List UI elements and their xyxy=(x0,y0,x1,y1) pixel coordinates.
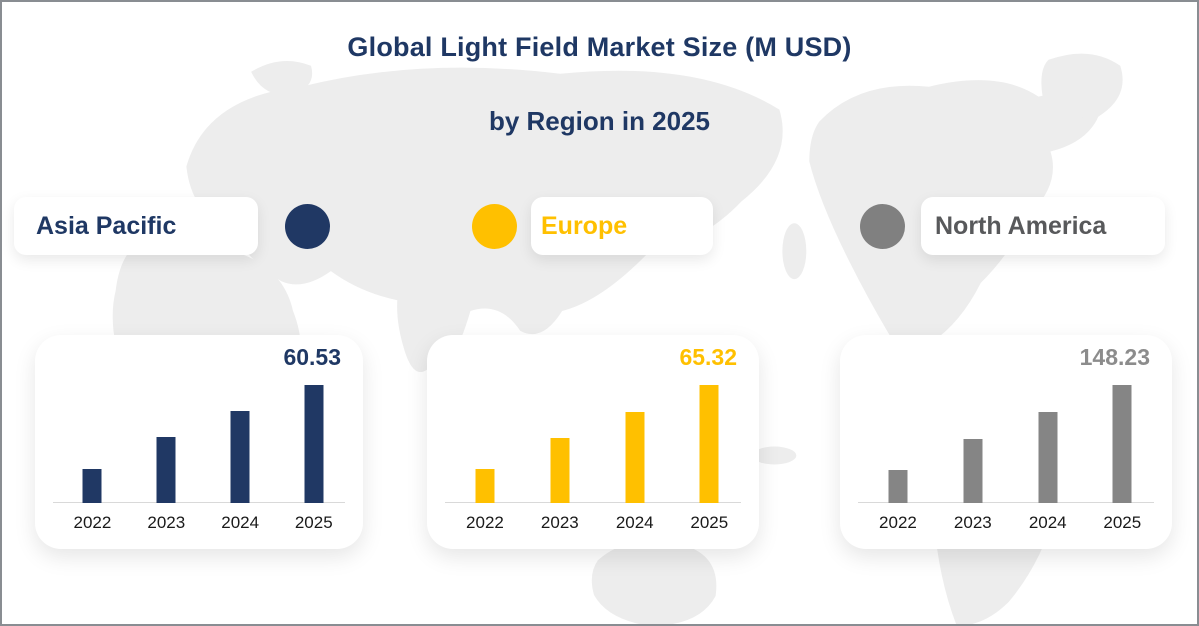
bar-2025 xyxy=(699,385,719,503)
bar-2023 xyxy=(156,437,176,503)
legend-dot-asia-pacific xyxy=(285,204,330,249)
bar-2025 xyxy=(304,385,324,503)
x-tick-2025: 2025 xyxy=(1103,513,1142,532)
legend-label-europe: Europe xyxy=(541,211,628,240)
bar-2022 xyxy=(888,470,908,503)
x-tick-2025: 2025 xyxy=(690,513,729,532)
x-tick-2022: 2022 xyxy=(73,513,112,532)
x-tick-2023: 2023 xyxy=(953,513,992,532)
legend-card-north-america: North America xyxy=(921,197,1165,255)
x-tick-2025: 2025 xyxy=(294,513,333,532)
value-label-europe-2025: 65.32 xyxy=(679,344,737,370)
legend-dot-europe xyxy=(472,204,517,249)
value-label-north-america-2025: 148.23 xyxy=(1079,344,1150,370)
x-tick-2022: 2022 xyxy=(466,513,504,532)
bar-2024 xyxy=(230,411,250,503)
x-tick-2024: 2024 xyxy=(1028,513,1067,532)
chart-card-north-america: 148.23 2022 2023 2024 2025 xyxy=(840,335,1172,549)
x-tick-2023: 2023 xyxy=(540,513,579,532)
chart-title-line2: by Region in 2025 xyxy=(488,106,711,136)
bar-2022 xyxy=(475,469,495,503)
x-tick-2022: 2022 xyxy=(879,513,917,532)
bar-2023 xyxy=(963,439,983,503)
value-label-asia-pacific-2025: 60.53 xyxy=(283,344,341,370)
legend-card-asia-pacific: Asia Pacific xyxy=(14,197,258,255)
legend-label-asia-pacific: Asia Pacific xyxy=(36,211,177,240)
bar-2024 xyxy=(625,412,645,503)
bar-2024 xyxy=(1038,412,1058,503)
x-axis-line xyxy=(445,502,741,503)
plot-area-north-america: 2022 2023 2024 2025 xyxy=(858,379,1154,537)
bar-2023 xyxy=(550,438,570,503)
chart-card-europe: 65.32 2022 2023 2024 2025 xyxy=(427,335,759,549)
legend-card-europe: Europe xyxy=(531,197,713,255)
chart-title-line1: Global Light Field Market Size (M USD) xyxy=(347,32,852,62)
plot-area-europe: 2022 2023 2024 2025 xyxy=(445,379,741,537)
legend-dot-north-america xyxy=(860,204,905,249)
chart-card-asia-pacific: 60.53 2022 2023 2024 2025 xyxy=(35,335,363,549)
x-tick-2024: 2024 xyxy=(221,513,260,532)
x-tick-2024: 2024 xyxy=(615,513,654,532)
legend-label-north-america: North America xyxy=(935,211,1107,240)
plot-area-asia-pacific: 2022 2023 2024 2025 xyxy=(53,379,345,537)
bar-2025 xyxy=(1112,385,1132,503)
bar-2022 xyxy=(82,469,102,503)
x-tick-2023: 2023 xyxy=(147,513,186,532)
